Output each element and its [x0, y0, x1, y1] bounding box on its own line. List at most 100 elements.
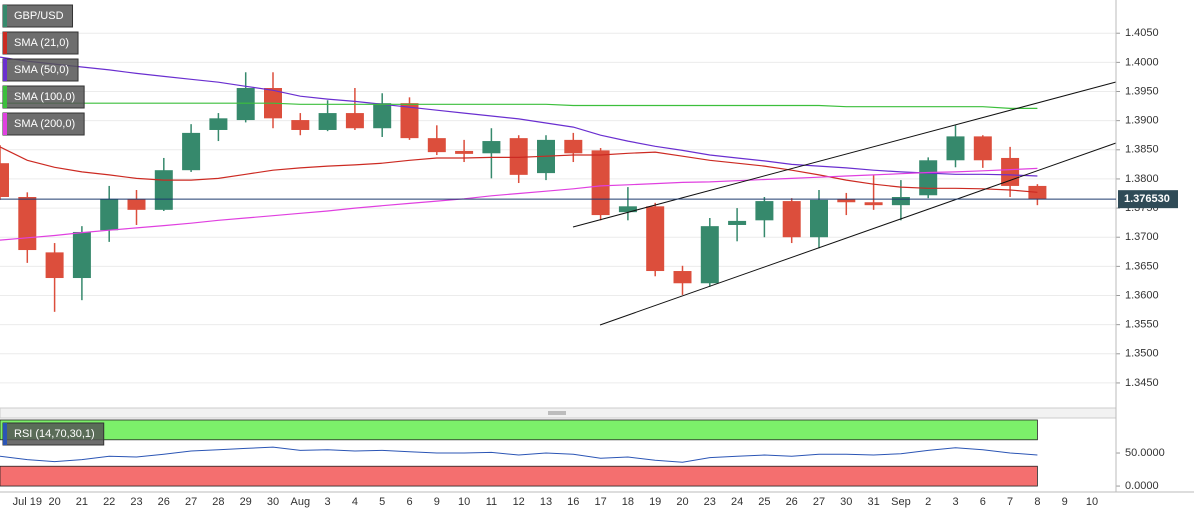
candle-body	[646, 206, 665, 272]
candle-body	[482, 141, 501, 154]
x-tick-label: 16	[567, 496, 579, 508]
panel-divider[interactable]	[0, 407, 1117, 419]
trendline	[599, 142, 1117, 326]
candle-body	[673, 271, 692, 284]
x-tick-label: 27	[813, 496, 825, 508]
candle-body	[837, 199, 856, 203]
legend-swatch	[3, 86, 7, 108]
legend-item: SMA (200,0)	[2, 112, 85, 136]
rsi-band	[0, 465, 1038, 487]
candle-body	[919, 160, 938, 196]
x-tick-label: 30	[840, 496, 852, 508]
candle-body	[373, 103, 392, 129]
x-tick-label: 6	[980, 496, 986, 508]
x-tick-label: 2	[925, 496, 931, 508]
candle-body	[700, 226, 719, 284]
grid-layer: 1.4050 1.4000 1.3950 1.3900 1.3850 1.3800 1.37…	[0, 27, 1165, 492]
x-tick-label: 10	[1086, 496, 1098, 508]
y-tick-label: 1.3800	[1125, 173, 1159, 185]
y-tick-label: 1.3700	[1125, 231, 1159, 243]
last-price-box	[1118, 190, 1178, 209]
candle-body	[455, 150, 474, 154]
x-tick-label: 21	[76, 496, 88, 508]
candle-body	[728, 220, 747, 225]
candle-body	[72, 231, 91, 279]
candle-body	[18, 197, 37, 251]
candle-body	[400, 103, 419, 139]
candle-body	[427, 138, 446, 153]
candle-body	[509, 138, 528, 175]
candle-body	[318, 113, 337, 130]
y-tick-label: 1.3500	[1125, 348, 1159, 360]
x-tick-label: 17	[594, 496, 606, 508]
legend-swatch	[3, 113, 7, 135]
x-tick-label: 7	[1007, 496, 1013, 508]
candle-body	[236, 88, 255, 121]
candle-body	[345, 113, 364, 129]
legend-swatch	[3, 59, 7, 81]
x-tick-label: 12	[513, 496, 525, 508]
x-tick-label: 19	[649, 496, 661, 508]
legend-swatch	[3, 423, 7, 445]
y-tick-label: 1.3950	[1125, 85, 1159, 97]
x-tick-label: 31	[867, 496, 879, 508]
overlay-layer: Jul 19 20 21 22 23 26 27 28 29 30 Aug 3 4 5 6 9 10 11 12 13…	[0, 4, 1178, 508]
legend-label: SMA (21,0)	[14, 37, 69, 49]
x-tick-label: 26	[786, 496, 798, 508]
legend-label: SMA (200,0)	[14, 118, 75, 130]
legend-item: SMA (100,0)	[2, 85, 85, 109]
x-tick-label: 9	[1062, 496, 1068, 508]
sma-line	[0, 102, 1038, 109]
x-tick-label: 24	[731, 496, 743, 508]
candle-body	[591, 150, 610, 216]
sma-line	[0, 167, 1038, 241]
sma-line	[0, 146, 1038, 193]
legend-item: SMA (50,0)	[2, 58, 79, 82]
candle-body	[0, 163, 9, 198]
y-tick-label: 1.3550	[1125, 319, 1159, 331]
sma-line	[0, 56, 1038, 177]
y-tick-label: 1.4050	[1125, 27, 1159, 39]
last-price-label: 1.376530	[1124, 193, 1170, 205]
x-tick-label: 20	[48, 496, 60, 508]
y-tick-label: 50.0000	[1125, 447, 1165, 459]
legend-swatch	[3, 32, 7, 54]
x-tick-label: Sep	[891, 496, 911, 508]
legend-label: GBP/USD	[14, 10, 64, 22]
candle-body	[810, 199, 828, 238]
plot-layer	[0, 56, 1047, 463]
legend-item: SMA (21,0)	[2, 31, 79, 55]
legend-label: SMA (100,0)	[14, 91, 75, 103]
y-tick-label: 1.3600	[1125, 289, 1159, 301]
x-tick-label: 30	[267, 496, 279, 508]
x-tick-label: 25	[758, 496, 770, 508]
candle-body	[1001, 157, 1020, 186]
x-tick-label: 3	[325, 496, 331, 508]
candle-body	[154, 170, 173, 210]
candle-body	[291, 120, 310, 130]
trendline	[572, 81, 1117, 228]
x-tick-label: 18	[622, 496, 634, 508]
x-tick-label: 10	[458, 496, 470, 508]
x-tick-label: 11	[486, 496, 497, 508]
x-tick-label: 23	[130, 496, 142, 508]
legend-item: RSI (14,70,30,1)	[2, 422, 105, 446]
x-tick-label: 13	[540, 496, 552, 508]
x-tick-label: 22	[103, 496, 115, 508]
x-tick-label: 5	[379, 496, 385, 508]
candle-body	[946, 136, 965, 161]
candle-body	[564, 139, 583, 154]
x-tick-label: 3	[952, 496, 958, 508]
x-tick-label: 27	[185, 496, 197, 508]
candle-body	[127, 199, 146, 210]
legend-item: GBP/USD	[2, 4, 74, 28]
x-tick-label: 20	[676, 496, 688, 508]
candle-body	[209, 118, 228, 130]
candle-body	[100, 199, 119, 231]
candle-body	[618, 206, 637, 213]
x-tick-label: 4	[352, 496, 358, 508]
x-tick-label: 29	[240, 496, 252, 508]
y-tick-label: 1.3900	[1125, 115, 1159, 127]
rsi-band	[0, 419, 1038, 441]
